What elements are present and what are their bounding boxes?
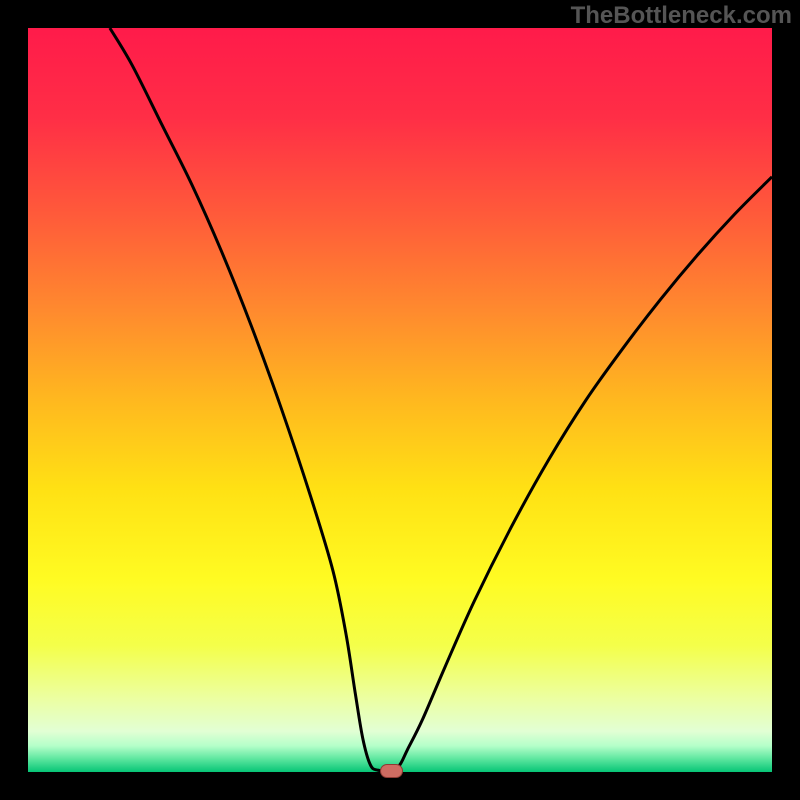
watermark-text: TheBottleneck.com	[571, 2, 792, 30]
plot-area	[28, 28, 772, 772]
bottleneck-curve	[28, 28, 772, 772]
chart-root: TheBottleneck.com	[0, 0, 800, 800]
optimum-marker	[380, 764, 403, 778]
